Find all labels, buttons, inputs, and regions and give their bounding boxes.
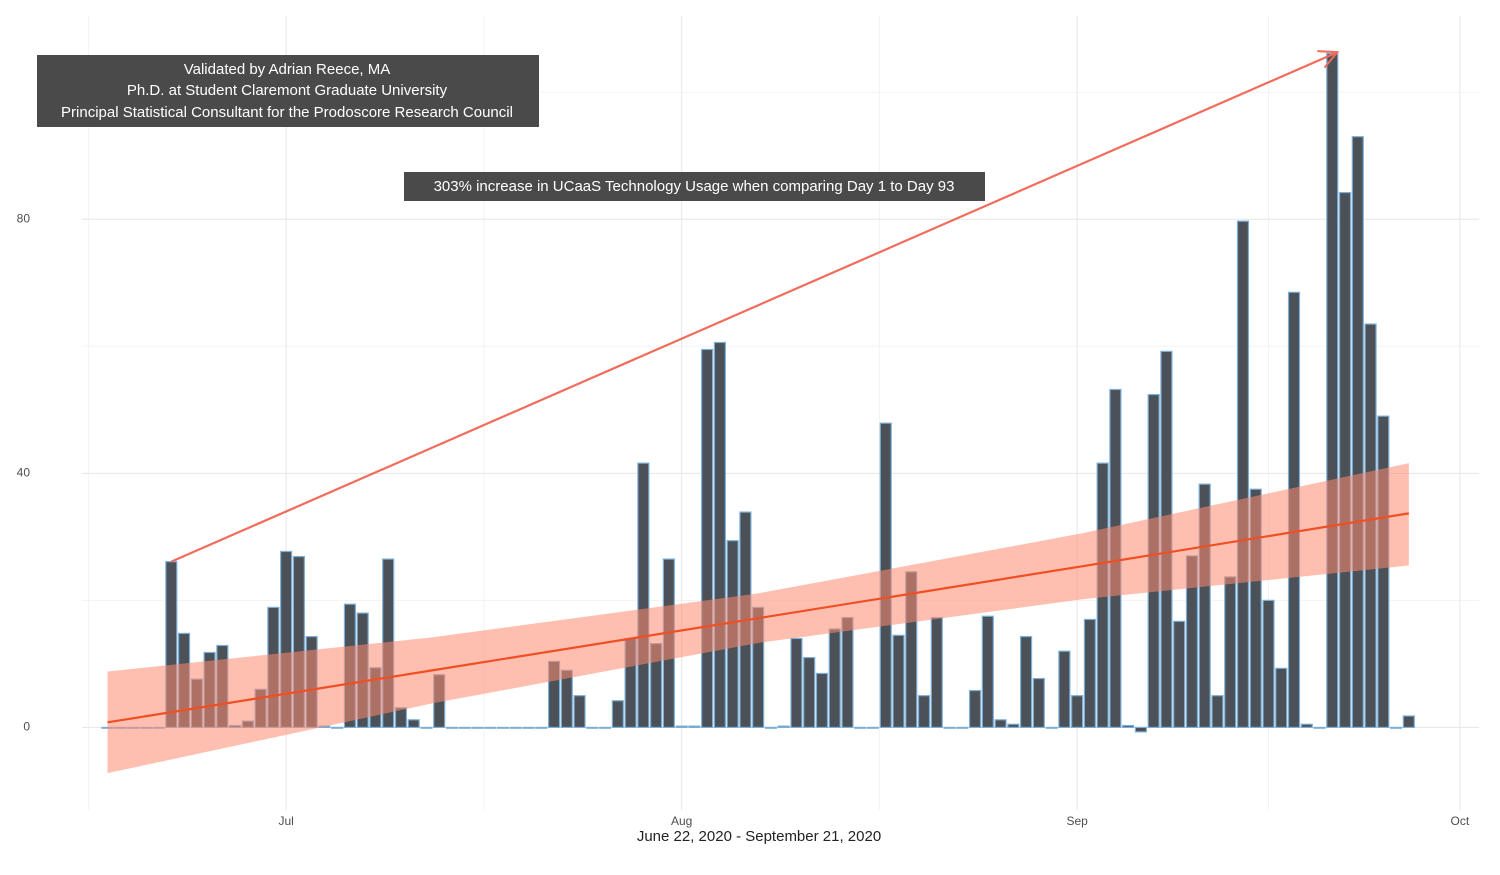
bar	[522, 726, 535, 729]
bar	[445, 726, 459, 729]
bar	[713, 341, 726, 729]
y-tick-label: 80	[17, 211, 31, 225]
bar	[1134, 726, 1147, 733]
arrow	[170, 52, 1337, 563]
bar	[854, 726, 867, 729]
bar	[1224, 576, 1237, 729]
bar	[675, 725, 688, 729]
increase-note: 303% increase in UCaaS Technology Usage …	[434, 178, 955, 195]
bar	[1377, 415, 1390, 729]
trend	[107, 52, 1410, 774]
bar	[1351, 136, 1364, 729]
bar	[1389, 726, 1403, 729]
bar	[458, 726, 471, 729]
bar	[956, 726, 969, 729]
bar	[611, 700, 624, 729]
bar	[803, 656, 816, 729]
validation-box	[37, 55, 539, 127]
bar	[1007, 723, 1020, 729]
increase-box	[404, 172, 985, 201]
bar	[1300, 723, 1313, 729]
bar	[1275, 667, 1288, 729]
bar	[1402, 715, 1415, 729]
validation-line: Principal Statistical Consultant for the…	[61, 104, 513, 121]
bar	[1173, 620, 1186, 729]
bar	[407, 719, 420, 729]
x-tick-label: Aug	[671, 814, 692, 828]
x-tick-label: Jul	[278, 814, 293, 828]
bar	[1083, 618, 1096, 729]
bar	[535, 726, 548, 729]
y-tick-label: 0	[23, 720, 30, 734]
bar	[637, 462, 650, 729]
bar	[1045, 726, 1058, 729]
bar	[777, 725, 790, 729]
x-tick-label: Sep	[1066, 814, 1088, 828]
bar	[1032, 677, 1045, 729]
bar	[764, 726, 778, 729]
bar	[1236, 220, 1250, 729]
bar	[1058, 650, 1071, 729]
bar	[509, 726, 522, 729]
bar	[943, 726, 956, 729]
bar	[866, 726, 880, 729]
bar	[1122, 724, 1135, 729]
bar	[892, 634, 905, 729]
bar	[917, 695, 931, 729]
bar	[573, 695, 586, 729]
labels: 0 40 80 Jul Aug Sep Oct	[17, 211, 1470, 828]
x-axis-label: June 22, 2020 - September 21, 2020	[637, 828, 881, 845]
bar	[930, 616, 943, 729]
bar	[1262, 599, 1275, 729]
bar	[598, 726, 612, 729]
bar	[1338, 191, 1352, 729]
bar	[1313, 726, 1326, 729]
bar	[420, 726, 433, 729]
bar	[790, 637, 803, 729]
bar	[471, 726, 484, 729]
bar	[981, 615, 994, 729]
bar	[815, 672, 829, 729]
bar	[688, 725, 701, 729]
validation-line: Ph.D. at Student Claremont Graduate Univ…	[127, 82, 448, 99]
bar	[1198, 483, 1211, 729]
bar	[331, 726, 344, 729]
bar	[968, 689, 982, 729]
bar	[1020, 635, 1033, 729]
bar	[994, 719, 1007, 729]
trend-line	[107, 512, 1410, 724]
bar	[1326, 52, 1339, 729]
bar	[586, 726, 599, 729]
bar	[1211, 695, 1224, 729]
validation-line: Validated by Adrian Reece, MA	[184, 61, 391, 78]
bar	[1071, 695, 1084, 729]
bar	[701, 348, 714, 729]
bar	[484, 726, 497, 729]
bar	[496, 726, 510, 729]
bar	[828, 628, 841, 729]
bar	[1249, 488, 1262, 729]
bar	[841, 616, 854, 729]
x-tick-label: Oct	[1451, 814, 1470, 828]
y-tick-label: 40	[17, 466, 31, 480]
